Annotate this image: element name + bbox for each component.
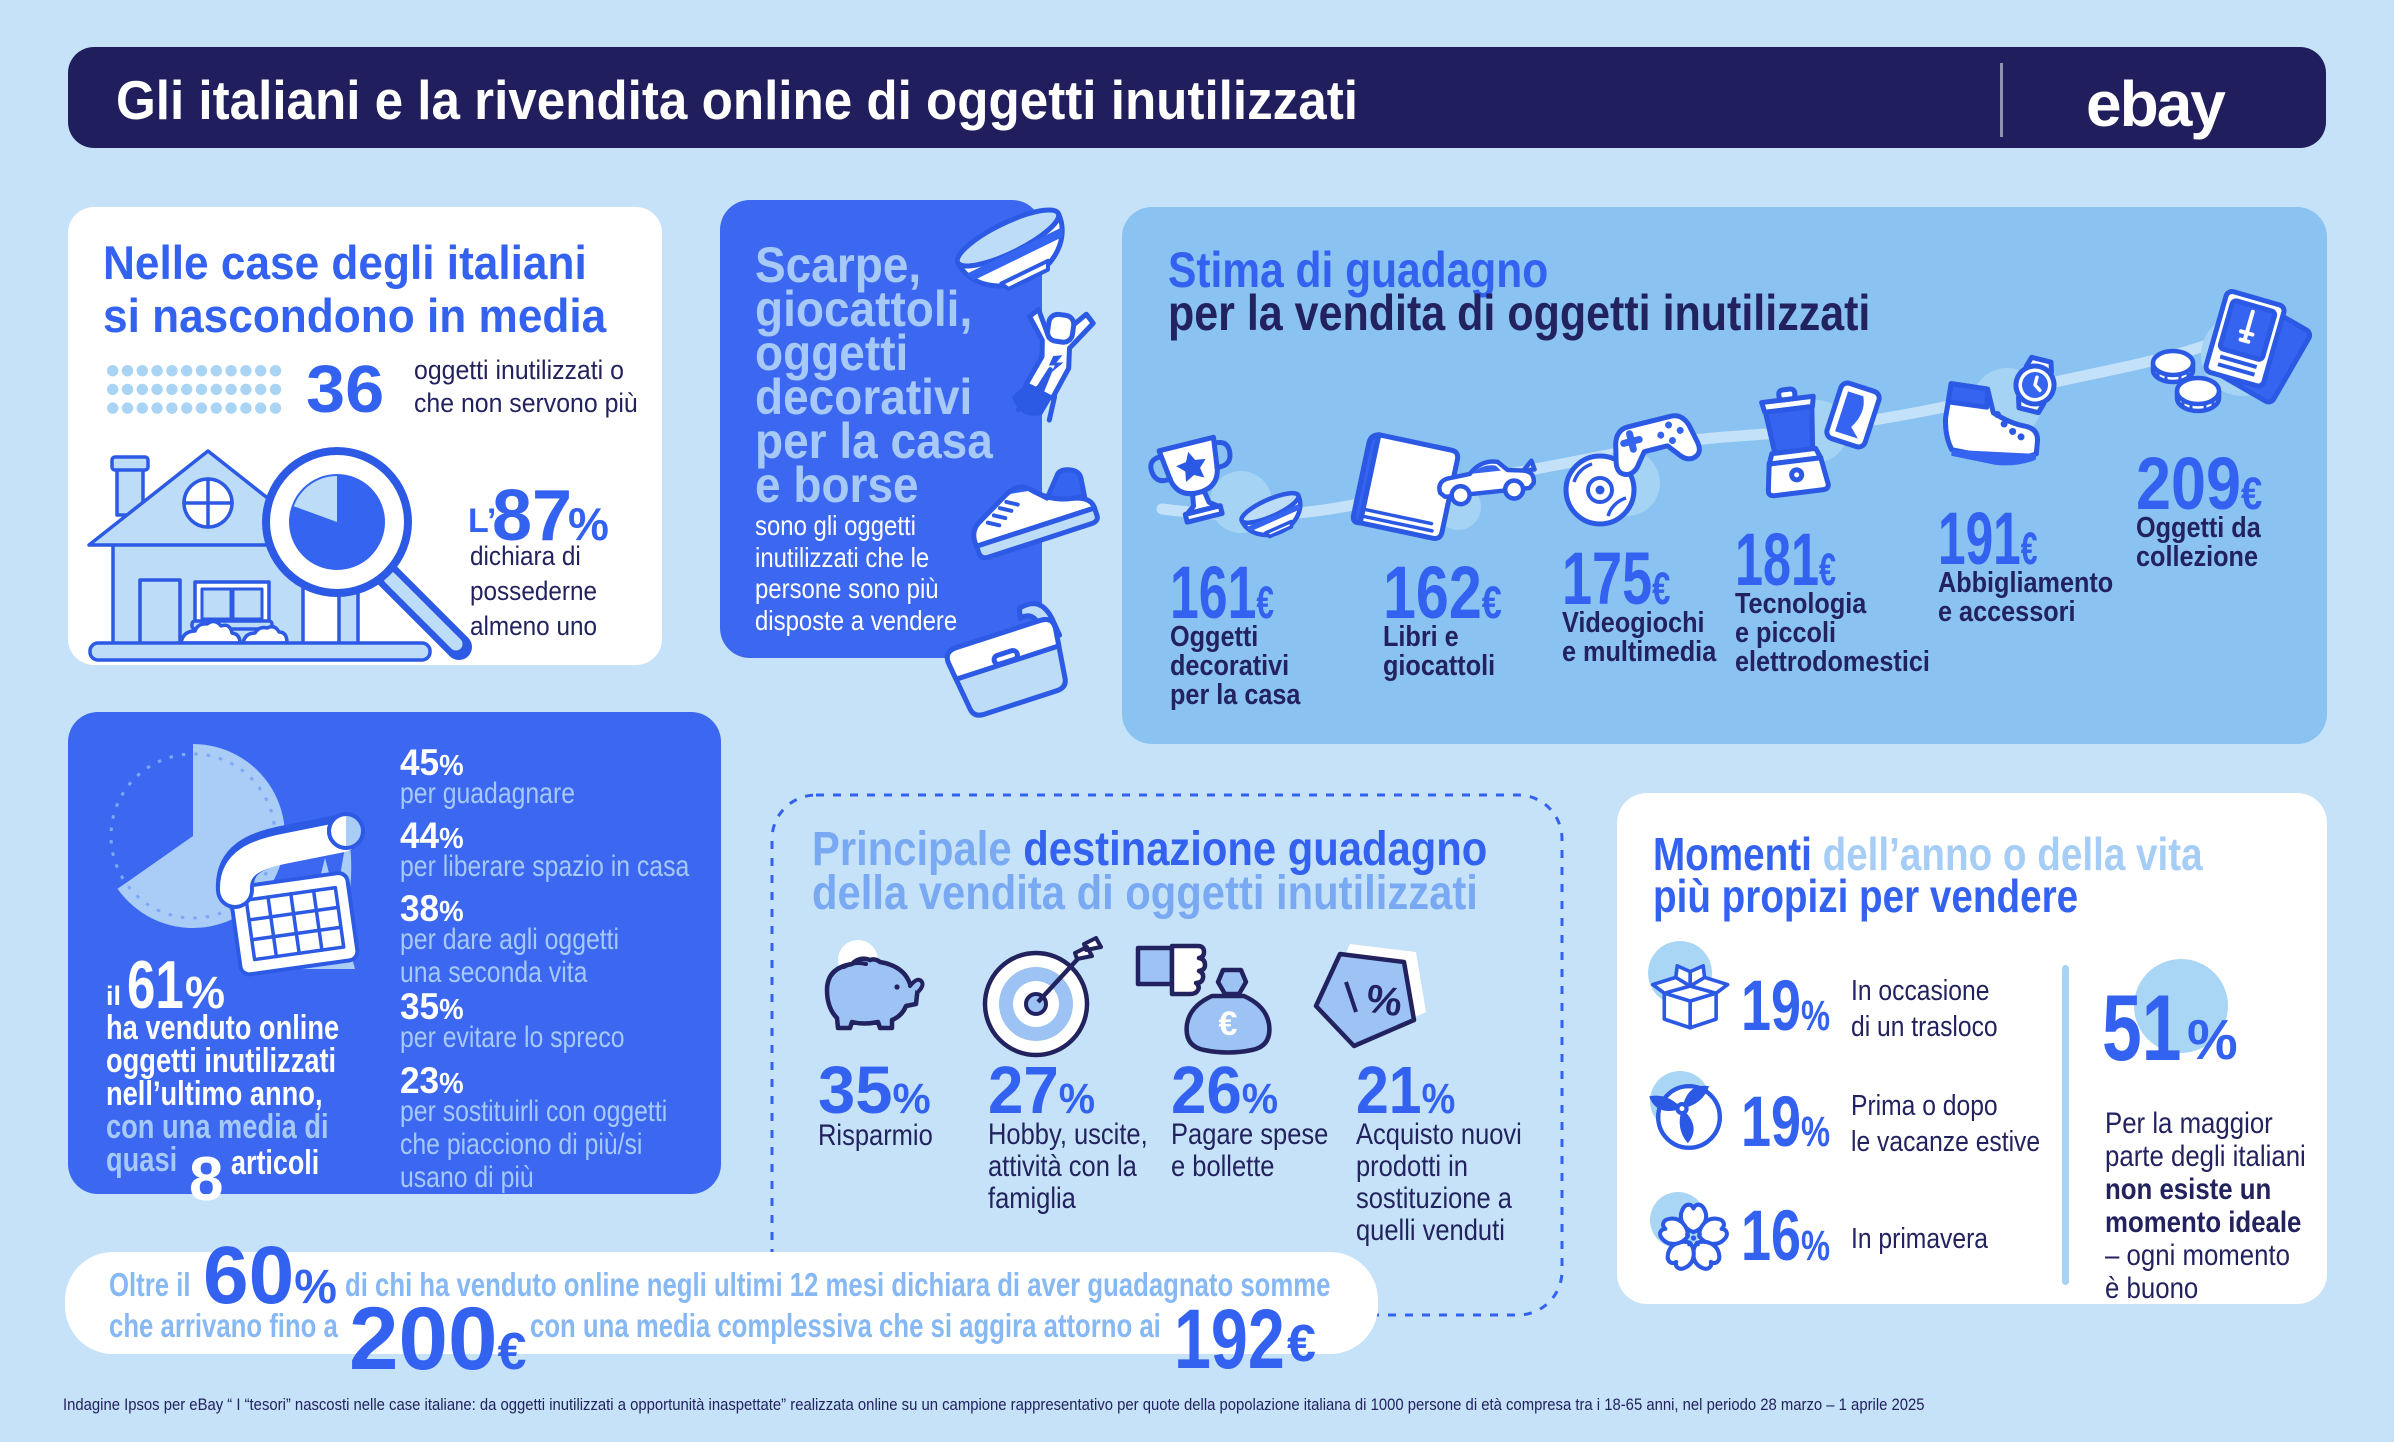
svg-text:%: % [1363,977,1404,1026]
svg-text:€: € [1219,1005,1238,1043]
